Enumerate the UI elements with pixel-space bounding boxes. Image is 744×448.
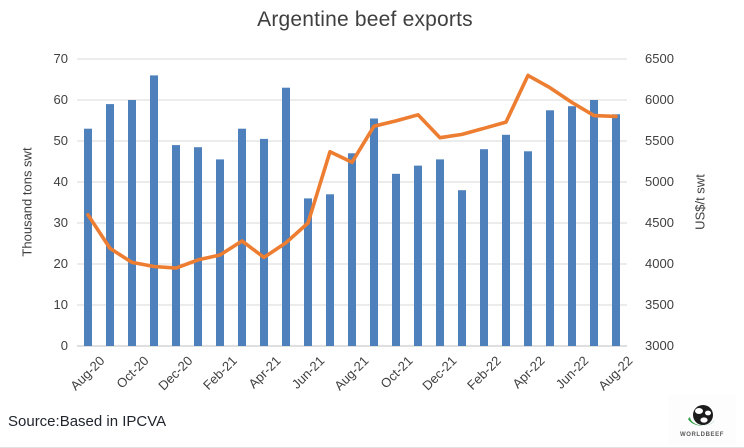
bar-Feb-22	[480, 149, 488, 346]
source-note: Source:Based in IPCVA	[8, 413, 167, 430]
bar-Apr-22	[524, 151, 532, 347]
right-axis-tick-3500: 3500	[645, 297, 674, 312]
left-axis-title: Thousand tons swt	[19, 147, 35, 257]
right-axis-tick-5000: 5000	[645, 174, 674, 189]
bar-Dec-20	[172, 145, 180, 346]
worldbeef-logo: WORLDBEEF	[668, 395, 736, 445]
bar-Jul-21	[326, 194, 334, 346]
right-axis-tick-6000: 6000	[645, 92, 674, 107]
bar-Aug-22	[612, 114, 620, 346]
bar-May-22	[546, 110, 554, 347]
bar-Mar-21	[238, 128, 246, 346]
left-axis-tick-0: 0	[60, 338, 68, 353]
bar-Aug-20	[84, 128, 92, 346]
bar-Feb-21	[216, 159, 224, 346]
bar-Jun-22	[568, 106, 576, 346]
right-axis-tick-4500: 4500	[645, 215, 674, 230]
bar-Nov-20	[150, 75, 158, 347]
globe-icon	[688, 404, 715, 426]
bar-Jul-22	[590, 100, 598, 346]
left-axis-tick-30: 30	[53, 215, 68, 230]
left-axis-tick-70: 70	[53, 51, 68, 66]
bar-May-21	[282, 87, 290, 346]
bar-Sep-21	[370, 118, 378, 346]
bar-Sep-20	[106, 104, 114, 346]
bar-Oct-20	[128, 100, 136, 346]
chart-title: Argentine beef exports	[257, 8, 473, 31]
right-axis-tick-3000: 3000	[645, 338, 674, 353]
right-axis-tick-6500: 6500	[645, 51, 674, 66]
left-axis-tick-20: 20	[53, 256, 68, 271]
bar-Oct-21	[392, 173, 400, 346]
left-axis-tick-10: 10	[53, 297, 68, 312]
bar-Nov-21	[414, 165, 422, 346]
left-axis-tick-40: 40	[53, 174, 68, 189]
price-line	[86, 73, 618, 270]
bar-Mar-22	[502, 134, 510, 346]
bar-Jun-21	[304, 198, 312, 346]
bar-Apr-21	[260, 138, 268, 346]
bar-Jan-21	[194, 147, 202, 346]
left-axis-tick-60: 60	[53, 92, 68, 107]
right-axis-tick-4000: 4000	[645, 256, 674, 271]
bar-Jan-22	[458, 190, 466, 346]
logo-text: WORLDBEEF	[679, 431, 725, 438]
right-axis-tick-5500: 5500	[645, 133, 674, 148]
bar-Aug-21	[348, 153, 356, 346]
left-axis-tick-50: 50	[53, 133, 68, 148]
bar-Dec-21	[436, 159, 444, 346]
right-axis-title: US$/t swt	[692, 174, 708, 230]
